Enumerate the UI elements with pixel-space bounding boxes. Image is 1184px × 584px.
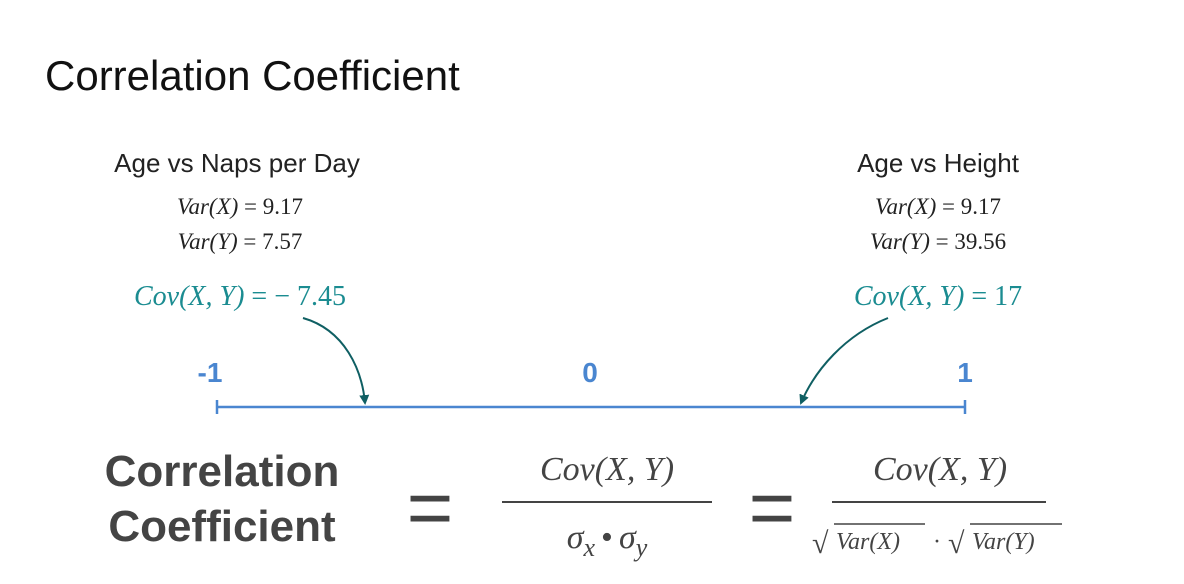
expr: Var(Y) <box>870 229 930 254</box>
equals: = <box>407 463 454 552</box>
left-cov: Cov(X, Y) = − 7.45 <box>134 281 346 312</box>
scale-min: -1 <box>198 357 223 388</box>
right-heading: Age vs Height <box>857 148 1020 178</box>
value: = − 7.45 <box>251 281 346 312</box>
sqrt: √ <box>812 527 829 560</box>
var-y: Var(Y) <box>972 529 1035 555</box>
expr: Cov(X, Y) <box>854 281 964 312</box>
left-heading: Age vs Naps per Day <box>114 148 360 178</box>
value: = 9.17 <box>942 194 1001 219</box>
denominator: σx • σy <box>567 519 648 562</box>
scale-max: 1 <box>957 357 973 388</box>
right-arrow <box>799 317 889 405</box>
lhs-line1: Correlation <box>105 447 340 496</box>
cdot: · <box>933 529 941 555</box>
scale-mid: 0 <box>582 357 598 388</box>
value: = 39.56 <box>936 229 1006 254</box>
left-var-y: Var(Y) = 7.57 <box>178 229 303 254</box>
scale-line <box>215 400 967 414</box>
value: = 9.17 <box>244 194 303 219</box>
expr: Var(X) <box>875 194 936 219</box>
equals: = <box>749 463 796 552</box>
value: = 7.57 <box>243 229 302 254</box>
lhs-line2: Coefficient <box>108 502 336 551</box>
title: Correlation Coefficient <box>45 52 460 99</box>
sigma: σ <box>567 519 585 556</box>
left-arrow <box>302 317 370 405</box>
left-var-x: Var(X) = 9.17 <box>177 194 303 219</box>
expr: Var(X) <box>177 194 238 219</box>
bullet: • <box>601 519 613 556</box>
sub: x <box>583 533 596 562</box>
right-var-y: Var(Y) = 39.56 <box>870 229 1006 254</box>
value: = 17 <box>971 281 1022 312</box>
right-cov: Cov(X, Y) = 17 <box>854 281 1022 312</box>
sqrt: √ <box>948 527 965 560</box>
numerator: Cov(X, Y) <box>540 451 674 488</box>
expr: Cov(X, Y) <box>134 281 244 312</box>
numerator: Cov(X, Y) <box>873 451 1007 488</box>
var-x: Var(X) <box>836 529 900 555</box>
sub: y <box>633 533 648 562</box>
sigma: σ <box>619 519 637 556</box>
expr: Var(Y) <box>178 229 238 254</box>
right-var-x: Var(X) = 9.17 <box>875 194 1001 219</box>
